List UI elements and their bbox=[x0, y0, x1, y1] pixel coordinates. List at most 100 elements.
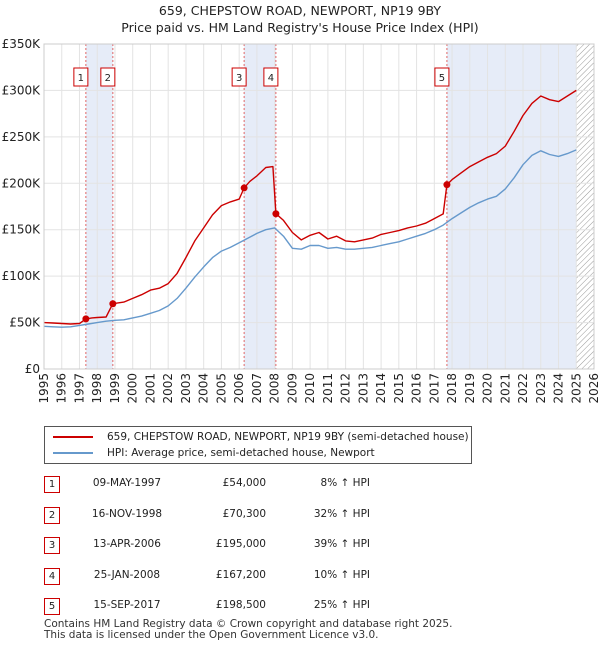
sale-hpi-diff: 32% ↑ HPI bbox=[313, 508, 370, 520]
sales-row: 5 15-SEP-2017 £198,500 25% ↑ HPI bbox=[0, 596, 600, 616]
sale-date: 09-MAY-1997 bbox=[92, 477, 162, 489]
y-tick-label: £350K bbox=[2, 37, 42, 51]
x-tick-label: 2005 bbox=[214, 373, 228, 404]
legend-label-hpi: HPI: Average price, semi-detached house,… bbox=[107, 447, 375, 459]
x-tick-label: 1998 bbox=[90, 373, 104, 404]
x-tick-label: 1996 bbox=[55, 373, 69, 404]
sales-row: 2 16-NOV-1998 £70,300 32% ↑ HPI bbox=[0, 505, 600, 525]
plot-border bbox=[43, 43, 595, 370]
hpi-line bbox=[43, 149, 577, 328]
sale-hpi-diff: 10% ↑ HPI bbox=[313, 569, 370, 581]
legend-swatch-property bbox=[53, 436, 93, 438]
sale-label-frame bbox=[100, 67, 116, 87]
sale-label-box: 1 bbox=[73, 67, 89, 87]
x-tick-label: 2015 bbox=[392, 373, 406, 404]
x-tick-label: 2011 bbox=[321, 373, 335, 404]
price-chart: 1 2 3 4 5 £0 £50K £100K £150K £200K £250K £300K £35… bbox=[2, 37, 600, 404]
x-tick-label: 2004 bbox=[197, 373, 211, 404]
y-tick-label: £100K bbox=[2, 269, 42, 283]
x-tick-label: 2014 bbox=[374, 373, 388, 404]
sale-label-number: 1 bbox=[78, 73, 84, 84]
sale-point bbox=[443, 181, 451, 189]
y-tick-label: £150K bbox=[2, 223, 42, 237]
sale-number-badge: 3 bbox=[44, 537, 60, 554]
sale-label-number: 2 bbox=[105, 73, 111, 84]
sale-price: £70,300 bbox=[222, 508, 266, 520]
sale-number-badge: 2 bbox=[44, 507, 60, 524]
sales-row: 1 09-MAY-1997 £54,000 8% ↑ HPI bbox=[0, 474, 600, 494]
sale-hpi-diff: 25% ↑ HPI bbox=[313, 599, 370, 611]
sale-label-box: 3 bbox=[231, 67, 247, 87]
sale-label-number: 5 bbox=[439, 73, 445, 84]
x-tick-label: 2003 bbox=[179, 373, 193, 404]
chart-title-block: 659, CHEPSTOW ROAD, NEWPORT, NP19 9BY Pr… bbox=[0, 2, 600, 36]
sale-price: £54,000 bbox=[222, 477, 266, 489]
legend-label-property: 659, CHEPSTOW ROAD, NEWPORT, NP19 9BY (s… bbox=[107, 431, 469, 443]
x-tick-label: 2022 bbox=[516, 373, 530, 404]
sale-number-badge: 5 bbox=[44, 598, 60, 615]
x-tick-label: 2010 bbox=[303, 373, 317, 404]
y-tick-label: £50K bbox=[9, 316, 41, 330]
sale-hpi-diff: 39% ↑ HPI bbox=[313, 538, 370, 550]
sale-number-badge: 1 bbox=[44, 476, 60, 493]
sale-label-frame bbox=[231, 67, 247, 87]
y-tick-label: £0 bbox=[25, 362, 40, 376]
sale-label-frame bbox=[263, 67, 279, 87]
x-tick-label: 2017 bbox=[427, 373, 441, 404]
sale-label-frame bbox=[73, 67, 89, 87]
sale-label-box: 5 bbox=[434, 67, 450, 87]
chart-legend: 659, CHEPSTOW ROAD, NEWPORT, NP19 9BY (s… bbox=[44, 426, 472, 464]
ownership-period-band bbox=[85, 44, 113, 369]
ownership-period-band bbox=[244, 44, 276, 369]
x-tick-label: 2002 bbox=[161, 373, 175, 404]
x-tick-label: 2000 bbox=[126, 373, 140, 404]
x-tick-label: 2018 bbox=[445, 373, 459, 404]
y-tick-label: £200K bbox=[2, 176, 42, 190]
x-tick-label: 2007 bbox=[250, 373, 264, 404]
x-tick-label: 1995 bbox=[37, 373, 51, 404]
sale-number-badge: 4 bbox=[44, 568, 60, 585]
x-tick-label: 1997 bbox=[72, 373, 86, 404]
y-tick-label: £300K bbox=[2, 83, 42, 97]
x-tick-label: 2025 bbox=[569, 373, 583, 404]
x-tick-label: 2001 bbox=[143, 373, 157, 404]
property-price-line bbox=[43, 89, 577, 325]
sales-row: 3 13-APR-2006 £195,000 39% ↑ HPI bbox=[0, 535, 600, 555]
sale-date: 15-SEP-2017 bbox=[93, 599, 161, 611]
legend-item-hpi: HPI: Average price, semi-detached house,… bbox=[53, 445, 375, 461]
sale-label-number: 4 bbox=[268, 73, 274, 84]
x-tick-label: 2016 bbox=[410, 373, 424, 404]
sale-point bbox=[109, 300, 117, 308]
x-tick-label: 2020 bbox=[481, 373, 495, 404]
x-tick-label: 2012 bbox=[339, 373, 353, 404]
sale-price: £195,000 bbox=[215, 538, 266, 550]
future-hatch-region bbox=[576, 44, 594, 369]
sale-date: 25-JAN-2008 bbox=[93, 569, 161, 581]
sale-point bbox=[82, 315, 90, 323]
sale-price: £198,500 bbox=[215, 599, 266, 611]
ownership-period-band bbox=[446, 44, 577, 369]
x-tick-label: 2023 bbox=[534, 373, 548, 404]
y-tick-label: £250K bbox=[2, 130, 42, 144]
legend-swatch-hpi bbox=[53, 452, 93, 454]
sale-price: £167,200 bbox=[215, 569, 266, 581]
sales-row: 4 25-JAN-2008 £167,200 10% ↑ HPI bbox=[0, 566, 600, 586]
x-tick-label: 2021 bbox=[498, 373, 512, 404]
footer-copyright: Contains HM Land Registry data © Crown c… bbox=[44, 618, 453, 630]
footer-attribution: Contains HM Land Registry data © Crown c… bbox=[44, 619, 452, 641]
sale-point bbox=[240, 184, 248, 192]
x-tick-label: 2008 bbox=[268, 373, 282, 404]
sale-label-number: 3 bbox=[236, 73, 242, 84]
x-tick-label: 2009 bbox=[285, 373, 299, 404]
chart-title: 659, CHEPSTOW ROAD, NEWPORT, NP19 9BY bbox=[158, 3, 442, 18]
x-tick-label: 2013 bbox=[356, 373, 370, 404]
x-tick-label: 2024 bbox=[552, 373, 566, 404]
sale-hpi-diff: 8% ↑ HPI bbox=[320, 477, 370, 489]
sale-point bbox=[272, 210, 280, 218]
legend-item-property: 659, CHEPSTOW ROAD, NEWPORT, NP19 9BY (s… bbox=[53, 429, 469, 445]
sale-date: 13-APR-2006 bbox=[93, 538, 161, 550]
footer-licence: This data is licensed under the Open Gov… bbox=[44, 629, 379, 641]
chart-subtitle: Price paid vs. HM Land Registry's House … bbox=[121, 20, 479, 35]
sale-label-frame bbox=[434, 67, 450, 87]
sale-label-box: 4 bbox=[263, 67, 279, 87]
